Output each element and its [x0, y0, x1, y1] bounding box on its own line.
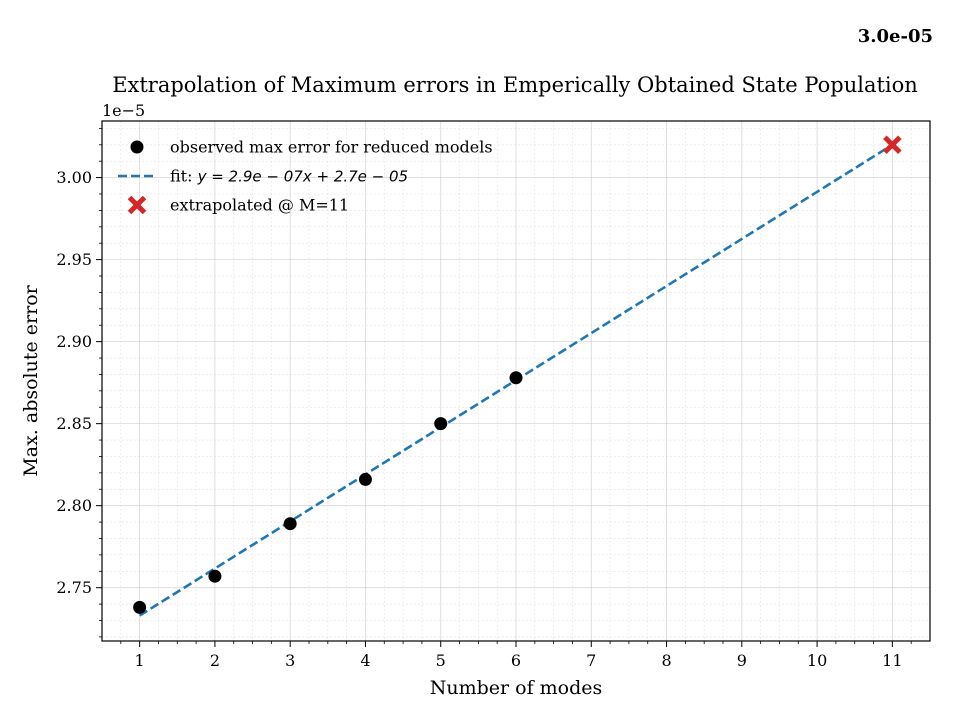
- legend-fit-label: fit: y = 2.9e − 07x + 2.7e − 05: [170, 167, 408, 186]
- x-tick-label: 1: [135, 651, 145, 670]
- y-tick-label: 2.90: [56, 332, 92, 351]
- x-tick-label: 2: [210, 651, 220, 670]
- x-tick-label: 3: [285, 651, 295, 670]
- x-tick-label: 10: [807, 651, 827, 670]
- x-tick-label: 4: [360, 651, 370, 670]
- legend-fit-prefix: fit:: [170, 167, 198, 186]
- observed-point: [509, 371, 523, 385]
- observed-point: [208, 569, 222, 583]
- observed-point: [434, 417, 448, 431]
- legend-extrapolated-marker-stroke-b: [127, 195, 147, 215]
- x-tick-label: 6: [511, 651, 521, 670]
- y-offset-label: 1e−5: [102, 101, 145, 120]
- y-tick-label: 2.85: [56, 414, 92, 433]
- legend-observed-label: observed max error for reduced models: [170, 138, 493, 157]
- x-tick-label: 8: [661, 651, 671, 670]
- observed-point: [283, 517, 297, 531]
- minor-grid: [102, 121, 930, 641]
- observed-points-layer: [133, 371, 523, 614]
- corner-value: 3.0e-05: [858, 26, 933, 47]
- extrapolated-point-stroke-b: [883, 135, 902, 155]
- x-tick-label: 11: [882, 651, 902, 670]
- x-tick-label: 5: [436, 651, 446, 670]
- x-tick-label: 9: [737, 651, 747, 670]
- x-tick-label: 7: [586, 651, 596, 670]
- y-tick-label: 2.95: [56, 250, 92, 269]
- observed-point: [358, 472, 372, 486]
- legend-observed-marker: [130, 140, 144, 154]
- legend-fit-equation: y = 2.9e − 07x + 2.7e − 05: [197, 168, 409, 186]
- legend-extrapolated-label: extrapolated @ M=11: [170, 196, 349, 215]
- major-grid: [102, 121, 930, 641]
- y-tick-label: 2.75: [56, 578, 92, 597]
- y-tick-label: 3.00: [56, 168, 92, 187]
- chart-title: Extrapolation of Maximum errors in Emper…: [112, 73, 918, 97]
- legend: observed max error for reduced models fit…: [118, 138, 493, 215]
- extrapolated-point: [883, 135, 902, 155]
- y-axis-ticks: 2.75 2.80 2.85 2.90 2.95 3.00: [56, 127, 102, 638]
- y-tick-label: 2.80: [56, 496, 92, 515]
- observed-point: [133, 600, 147, 614]
- x-axis-ticks: 1 2 3 4 5 6 7 8 9 10 11: [120, 641, 912, 670]
- x-axis-label: Number of modes: [430, 677, 603, 699]
- y-axis-label: Max. absolute error: [20, 284, 42, 476]
- extrapolated-layer: [883, 135, 902, 155]
- legend-extrapolated-marker: [127, 195, 147, 215]
